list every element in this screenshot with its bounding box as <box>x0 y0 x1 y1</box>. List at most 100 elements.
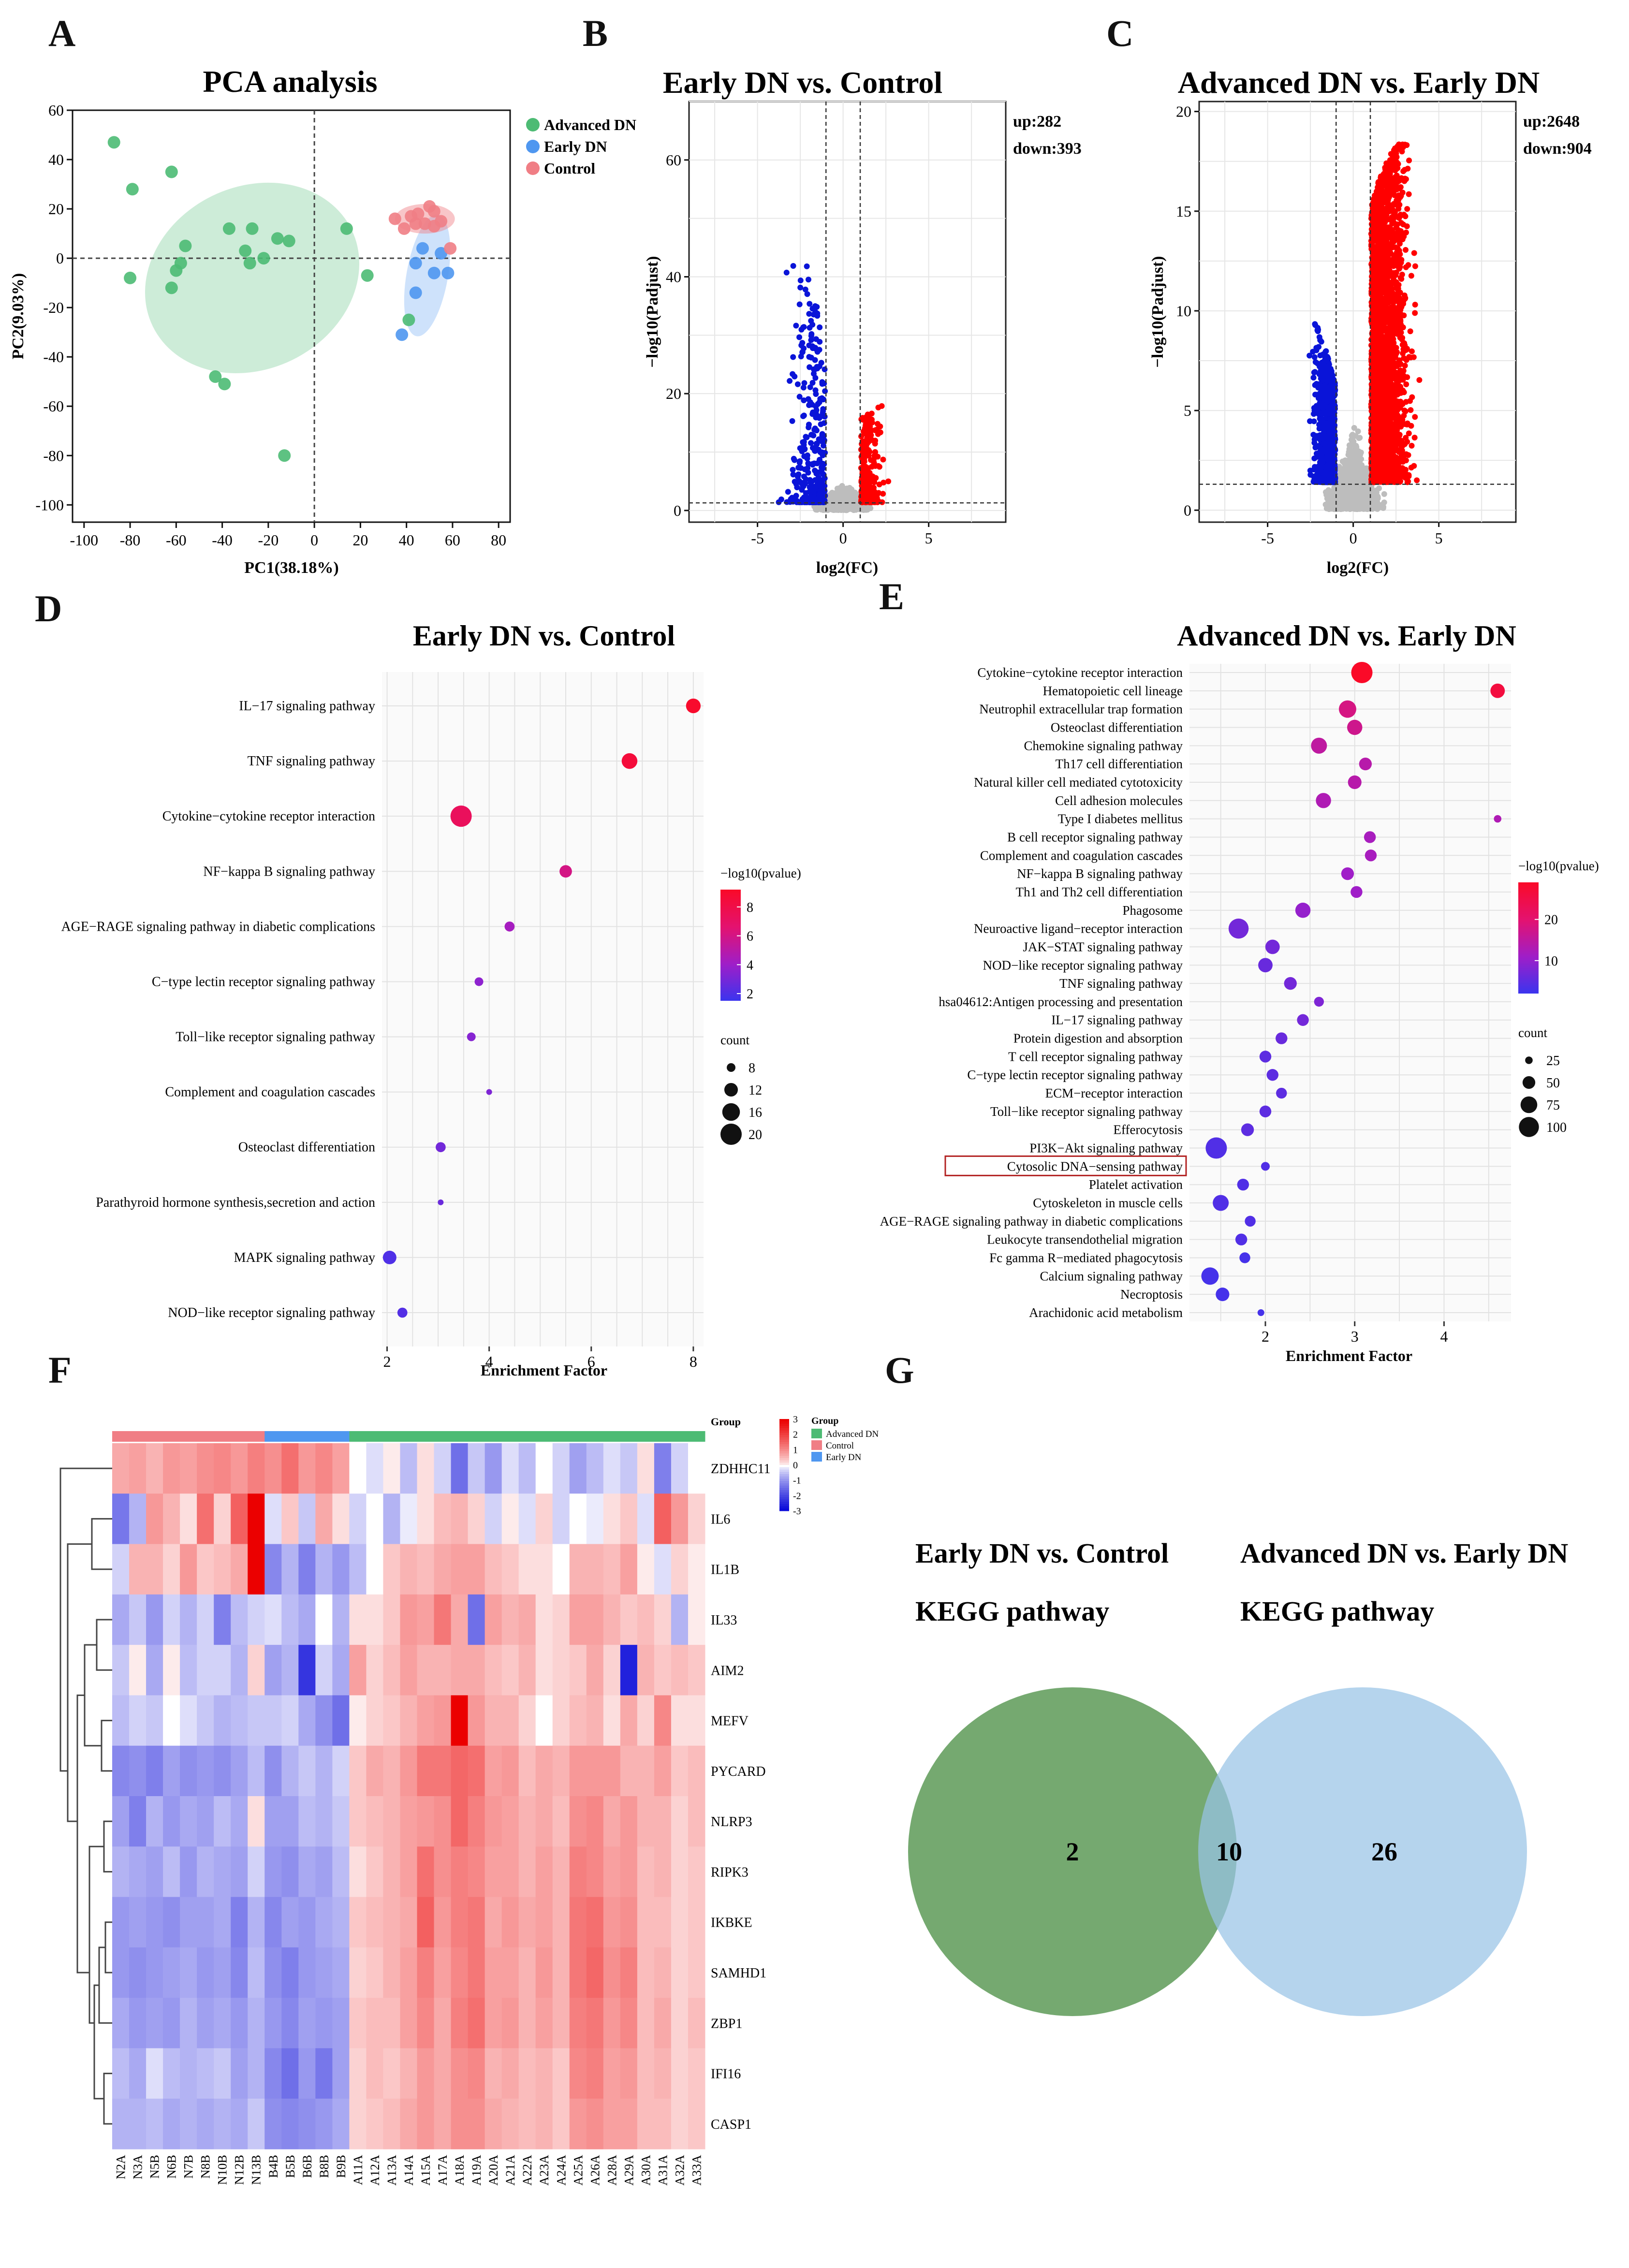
vb-point-up <box>885 478 892 484</box>
vb-point-down <box>813 391 819 397</box>
pca-point-advanced <box>278 449 291 462</box>
vb-point-down <box>814 310 821 317</box>
vb-point-up <box>866 448 872 454</box>
vc-point-down <box>1321 435 1327 441</box>
pca-xlabel: PC1(38.18%) <box>244 559 338 577</box>
vb-point-down <box>815 474 822 481</box>
vc-point-down <box>1310 432 1317 438</box>
pca-point-control <box>388 212 401 225</box>
vb-point-down <box>819 380 825 387</box>
vb-point-down <box>820 442 826 449</box>
vb-point-ns <box>829 504 835 510</box>
vb-point-up <box>872 449 878 455</box>
vb-point-down <box>794 484 800 491</box>
vb-point-down <box>797 278 804 284</box>
pca-point-control <box>397 222 411 235</box>
vc-point-down <box>1322 421 1328 427</box>
pca-xtick-label: -40 <box>212 531 233 549</box>
vc-point-down <box>1310 349 1316 355</box>
vb-point-down <box>808 337 814 343</box>
pca-ytick-label: -80 <box>43 447 64 464</box>
vc-point-ns <box>1350 432 1356 438</box>
vb-point-down <box>787 378 793 384</box>
vb-point-down <box>820 462 826 468</box>
vb-point-up <box>861 450 867 456</box>
vb-point-up <box>875 463 881 469</box>
pca-ytick-label: 20 <box>48 200 64 218</box>
vb-point-ns <box>841 485 848 492</box>
vb-point-down <box>818 438 824 444</box>
vc-point-down <box>1326 477 1333 483</box>
pca-xtick-label: 0 <box>310 531 318 549</box>
vc-point-down <box>1329 430 1335 437</box>
pca-point-advanced <box>179 239 192 252</box>
vc-point-ns <box>1364 503 1370 509</box>
volcano-b-frame <box>688 101 1007 523</box>
vb-point-down <box>776 499 782 505</box>
vc-point-ns <box>1340 500 1346 506</box>
vc-point-down <box>1317 352 1323 359</box>
vb-point-down <box>813 483 820 489</box>
vb-point-down <box>798 353 804 360</box>
vc-point-down <box>1324 390 1331 396</box>
vb-xtick-label: 0 <box>839 529 847 547</box>
vc-point-ns <box>1360 472 1366 478</box>
vc-point-ns <box>1347 458 1353 464</box>
vb-point-up <box>868 416 875 423</box>
vb-point-down <box>812 444 819 451</box>
vb-point-up <box>860 460 866 466</box>
vc-point-down <box>1321 440 1327 447</box>
vc-point-down <box>1311 354 1318 360</box>
vc-point-ns <box>1337 474 1343 480</box>
vb-point-up <box>858 416 865 423</box>
vb-point-down <box>807 479 814 485</box>
vb-point-ns <box>836 491 842 497</box>
vb-point-down <box>816 413 822 420</box>
vb-point-down <box>819 487 825 494</box>
vc-point-down <box>1321 370 1327 376</box>
vb-point-down <box>811 460 817 467</box>
pca-xtick-label: 80 <box>491 531 506 549</box>
vc-point-ns <box>1344 491 1350 497</box>
vc-point-down <box>1312 369 1318 375</box>
vc-point-down <box>1320 405 1326 411</box>
panel-label-g: G <box>885 1349 914 1391</box>
pca-legend-label: Advanced DN <box>544 116 636 133</box>
vc-point-down <box>1327 372 1333 379</box>
vb-point-up <box>880 491 886 497</box>
vc-point-down <box>1306 352 1313 359</box>
vb-point-down <box>798 465 804 471</box>
vb-point-up <box>860 494 866 500</box>
vb-point-down <box>796 394 803 400</box>
vc-point-down <box>1311 455 1318 462</box>
vc-point-down <box>1321 429 1327 436</box>
vb-point-up <box>871 460 877 466</box>
vb-point-down <box>822 366 828 373</box>
vb-point-up <box>869 489 875 496</box>
vc-point-down <box>1323 464 1330 470</box>
vc-point-down <box>1316 334 1322 340</box>
vc-point-down <box>1332 439 1338 445</box>
vc-point-down <box>1332 388 1338 394</box>
vb-point-down <box>808 331 815 337</box>
vb-point-ns <box>860 507 866 513</box>
volcano-b-ylabel: −log10(Padjust) <box>644 256 661 368</box>
pca-xtick-label: -80 <box>120 531 141 549</box>
vb-point-down <box>790 263 796 269</box>
vc-point-up <box>1411 250 1417 256</box>
vb-point-down <box>819 432 825 439</box>
vc-point-down <box>1327 405 1334 411</box>
pca-point-advanced <box>361 269 374 282</box>
vb-point-down <box>811 367 818 373</box>
vb-point-down <box>807 364 813 370</box>
vc-point-down <box>1312 444 1319 451</box>
vc-point-down <box>1311 418 1317 424</box>
vb-point-ns <box>813 507 819 513</box>
vc-point-ns <box>1351 425 1357 431</box>
vc-point-down <box>1316 475 1322 481</box>
vc-point-down <box>1319 416 1325 423</box>
pca-xtick-label: 40 <box>399 531 414 549</box>
vb-point-down <box>807 484 813 490</box>
vb-point-ns <box>834 485 840 492</box>
